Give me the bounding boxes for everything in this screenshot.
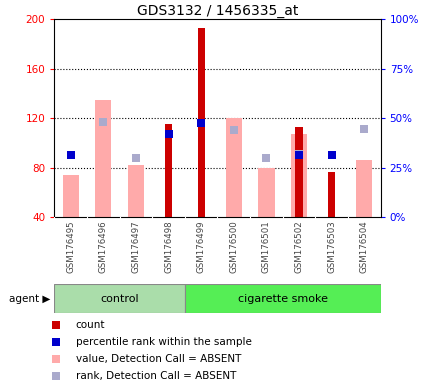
Point xyxy=(132,155,139,161)
Text: GSM176504: GSM176504 xyxy=(359,220,368,273)
Title: GDS3132 / 1456335_at: GDS3132 / 1456335_at xyxy=(137,4,297,18)
Bar xyxy=(327,172,335,217)
Point xyxy=(327,152,334,158)
Point xyxy=(52,356,59,362)
Text: GSM176500: GSM176500 xyxy=(229,220,238,273)
Text: count: count xyxy=(76,320,105,330)
Point xyxy=(360,126,367,132)
Point xyxy=(67,152,74,158)
Text: GSM176496: GSM176496 xyxy=(99,220,108,273)
Point xyxy=(262,155,269,161)
Text: GSM176499: GSM176499 xyxy=(196,220,205,273)
Point xyxy=(52,372,59,379)
Bar xyxy=(54,284,184,313)
Bar xyxy=(164,124,172,217)
Text: agent ▶: agent ▶ xyxy=(9,293,50,304)
Text: GSM176501: GSM176501 xyxy=(261,220,270,273)
Text: GSM176495: GSM176495 xyxy=(66,220,75,273)
Bar xyxy=(128,165,144,217)
Bar xyxy=(197,28,204,217)
Bar xyxy=(184,284,380,313)
Point xyxy=(197,120,204,126)
Point xyxy=(295,152,302,158)
Bar xyxy=(295,127,302,217)
Point xyxy=(295,151,302,157)
Bar xyxy=(225,118,241,217)
Point xyxy=(67,152,74,158)
Bar xyxy=(62,175,79,217)
Text: rank, Detection Call = ABSENT: rank, Detection Call = ABSENT xyxy=(76,371,236,381)
Text: GSM176502: GSM176502 xyxy=(294,220,303,273)
Bar xyxy=(290,134,306,217)
Bar xyxy=(258,167,274,217)
Point xyxy=(230,127,237,134)
Text: GSM176498: GSM176498 xyxy=(164,220,173,273)
Text: percentile rank within the sample: percentile rank within the sample xyxy=(76,337,251,347)
Point xyxy=(52,339,59,345)
Point xyxy=(52,322,59,328)
Text: GSM176503: GSM176503 xyxy=(326,220,335,273)
Text: control: control xyxy=(100,293,138,304)
Text: cigarette smoke: cigarette smoke xyxy=(237,293,327,304)
Bar xyxy=(355,160,372,217)
Bar xyxy=(95,99,111,217)
Point xyxy=(164,131,171,137)
Text: value, Detection Call = ABSENT: value, Detection Call = ABSENT xyxy=(76,354,240,364)
Point xyxy=(99,119,107,125)
Text: GSM176497: GSM176497 xyxy=(131,220,140,273)
